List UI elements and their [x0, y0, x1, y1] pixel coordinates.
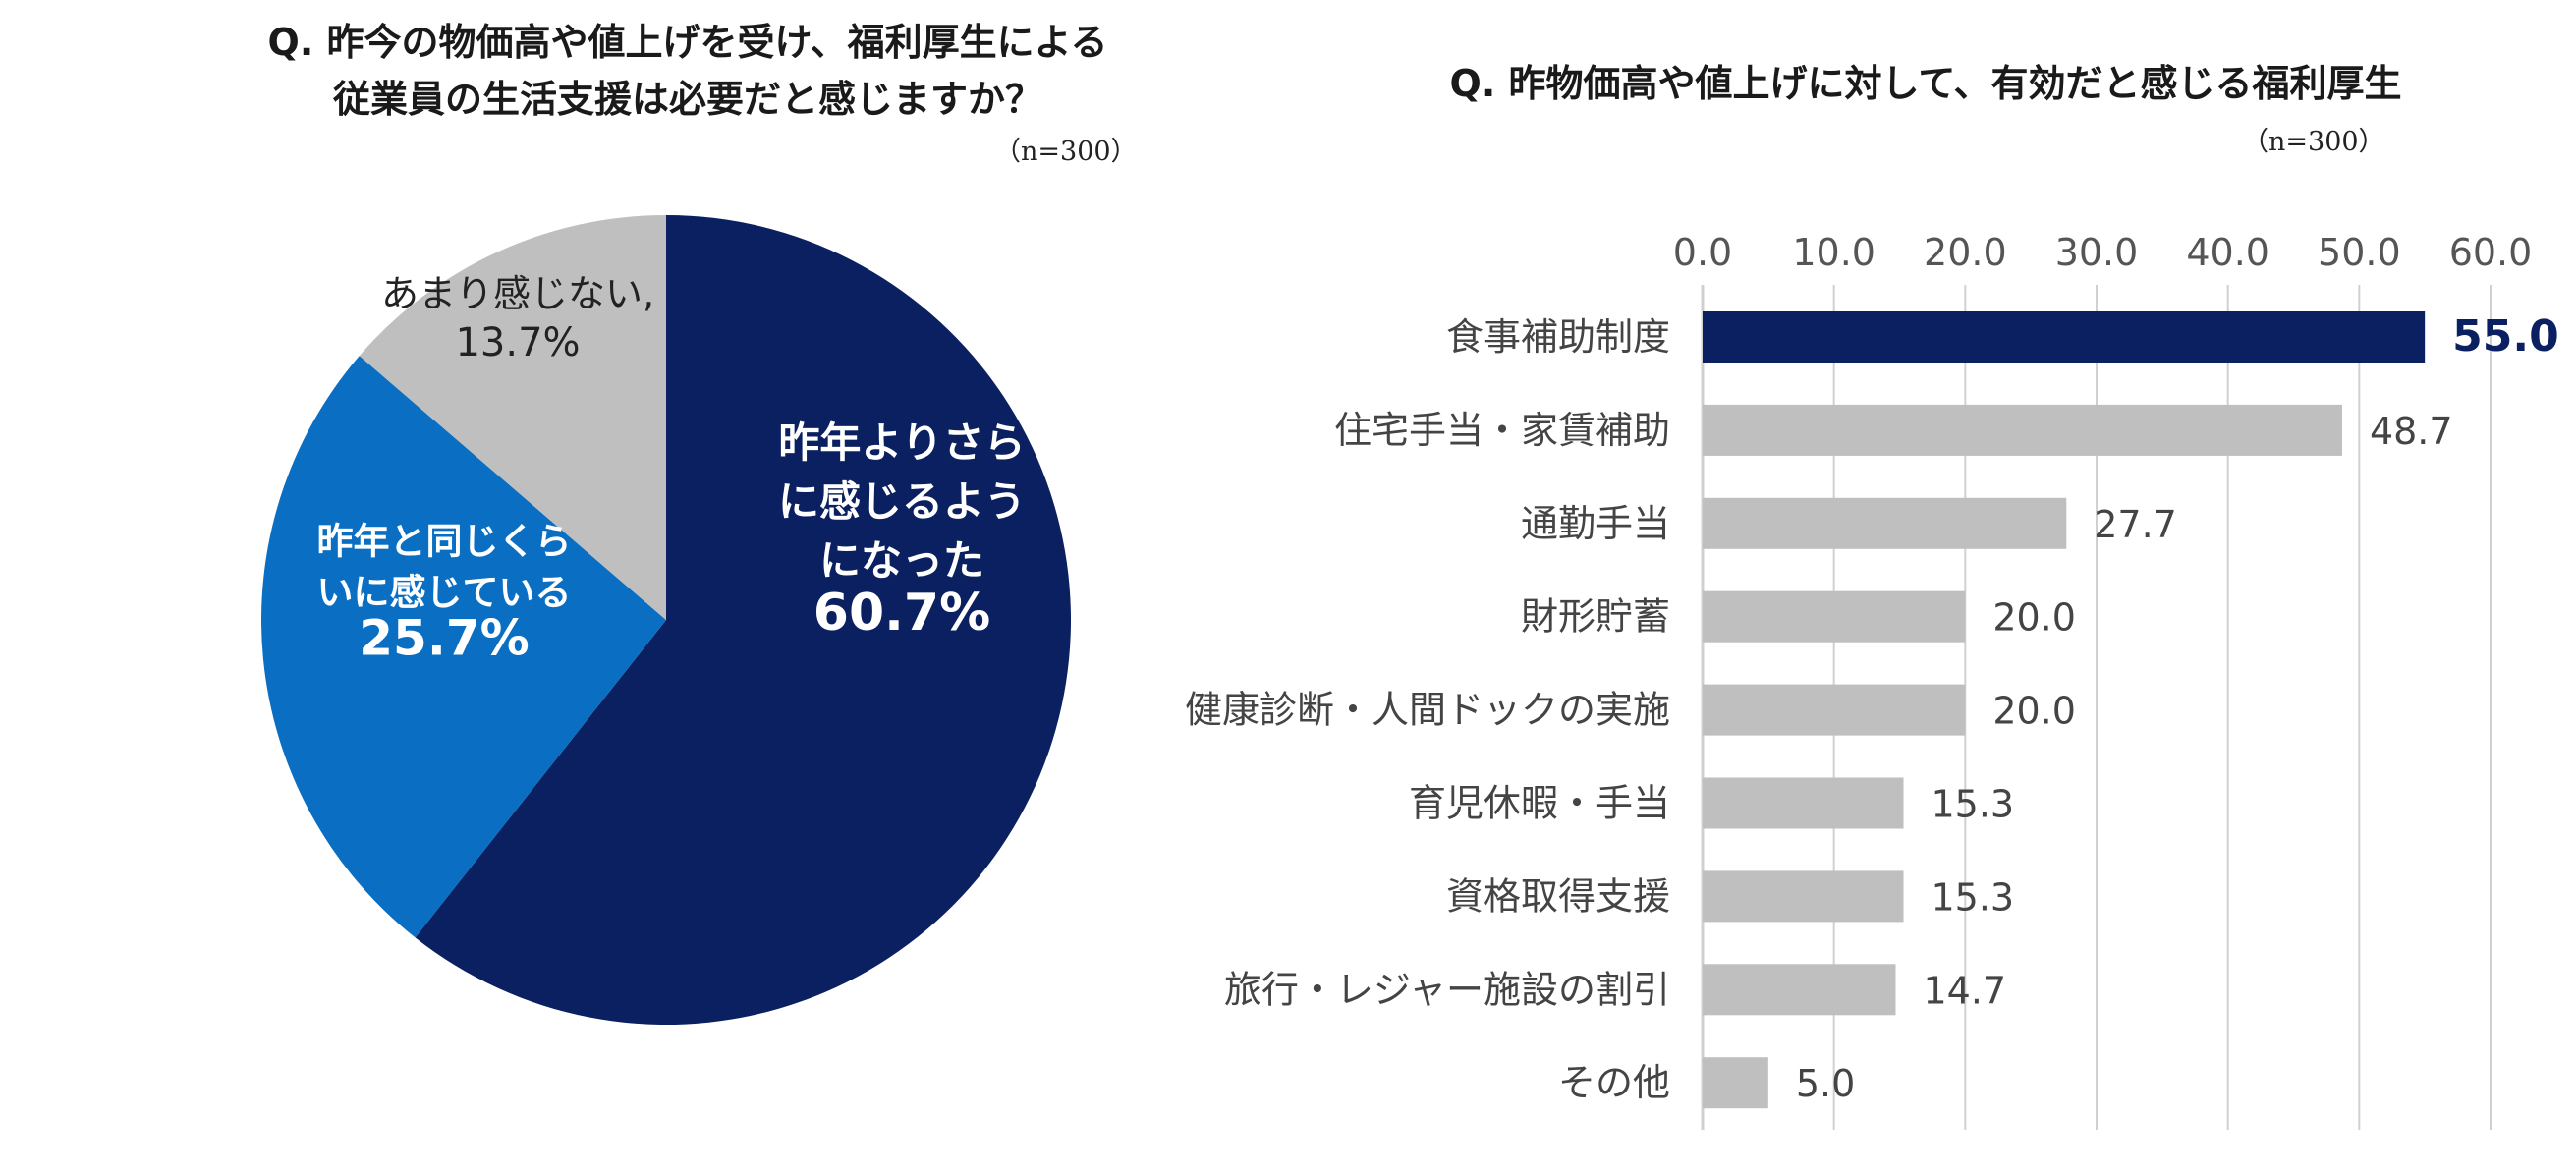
x-tick-label-0: 0.0 [1673, 231, 1732, 274]
bar-4 [1703, 684, 1966, 736]
x-tick-label-6: 60.0 [2449, 231, 2533, 274]
pie-value-label-1: 25.7% [359, 609, 529, 666]
pie-label-2-line-0: あまり感じない, [381, 272, 654, 315]
bar-title-line: Q. 昨物価高や値上げに対して、有効だと感じる福利厚生 [1449, 62, 2402, 105]
bar-3 [1703, 590, 1966, 643]
category-label-6: 資格取得支援 [1446, 874, 1670, 918]
value-label-3: 20.0 [1992, 596, 2076, 640]
pie-title-line-1: Q. 昨今の物価高や値上げを受け、福利厚生による [267, 21, 1108, 64]
pie-value-label-2: 13.7% [455, 320, 580, 365]
pie-sample-size: （n=300） [994, 137, 1138, 167]
category-label-8: その他 [1558, 1061, 1670, 1104]
value-label-1: 48.7 [2370, 410, 2453, 453]
value-label-6: 15.3 [1932, 875, 2015, 919]
pie-label-1-line-1: いに感じている [317, 571, 572, 613]
pie-chart-title: Q. 昨今の物価高や値上げを受け、福利厚生による 従業員の生活支援は必要だと感じ… [206, 14, 1169, 128]
bar-5 [1703, 777, 1904, 829]
category-label-0: 食事補助制度 [1446, 315, 1670, 359]
pie-title-line-2: 従業員の生活支援は必要だと感じますか？ [332, 78, 1042, 121]
bar-0 [1703, 311, 2426, 363]
category-label-2: 通勤手当 [1521, 502, 1670, 545]
bar-chart-title: Q. 昨物価高や値上げに対して、有効だと感じる福利厚生 [1375, 55, 2476, 112]
category-label-7: 旅行・レジャー施設の割引 [1224, 968, 1670, 1011]
value-label-4: 20.0 [1992, 690, 2076, 733]
value-label-0: 55.0 [2452, 311, 2559, 362]
bar-6 [1703, 870, 1904, 923]
value-label-2: 27.7 [2094, 503, 2177, 546]
bar-2 [1703, 497, 2067, 549]
category-label-5: 育児休暇・手当 [1409, 782, 1670, 825]
pie-value-label-0: 60.7% [813, 584, 990, 643]
category-label-4: 健康診断・人間ドックの実施 [1185, 689, 1670, 732]
x-tick-label-1: 10.0 [1792, 231, 1876, 274]
category-label-3: 財形貯蓄 [1521, 595, 1670, 639]
pie-label-0-line-2: になった [819, 536, 984, 585]
value-label-5: 15.3 [1932, 783, 2015, 826]
value-label-7: 14.7 [1923, 969, 2006, 1012]
pie-label-0-line-0: 昨年よりさら [778, 419, 1025, 467]
pie-slice-0 [415, 215, 1071, 1025]
bar-1 [1703, 404, 2342, 456]
x-tick-label-3: 30.0 [2055, 231, 2139, 274]
value-label-8: 5.0 [1796, 1062, 1855, 1105]
x-tick-label-2: 20.0 [1924, 231, 2007, 274]
bar-chart: 0.0 10.0 20.0 30.0 40.0 50.0 60.0 食事補助制度 55.0 住宅手… [1185, 231, 2559, 1130]
category-label-1: 住宅手当・家賃補助 [1334, 409, 1670, 452]
x-tick-label-5: 50.0 [2318, 231, 2401, 274]
bar-sample-size: （n=300） [2242, 127, 2385, 157]
bar-7 [1703, 964, 1896, 1016]
bar-8 [1703, 1057, 1768, 1109]
pie-label-1-line-0: 昨年と同じくら [317, 520, 572, 562]
pie-label-0-line-1: に感じるよう [778, 477, 1026, 526]
pie-slice-2 [359, 215, 666, 620]
pie-slice-1 [260, 356, 666, 938]
x-tick-label-4: 40.0 [2186, 231, 2269, 274]
